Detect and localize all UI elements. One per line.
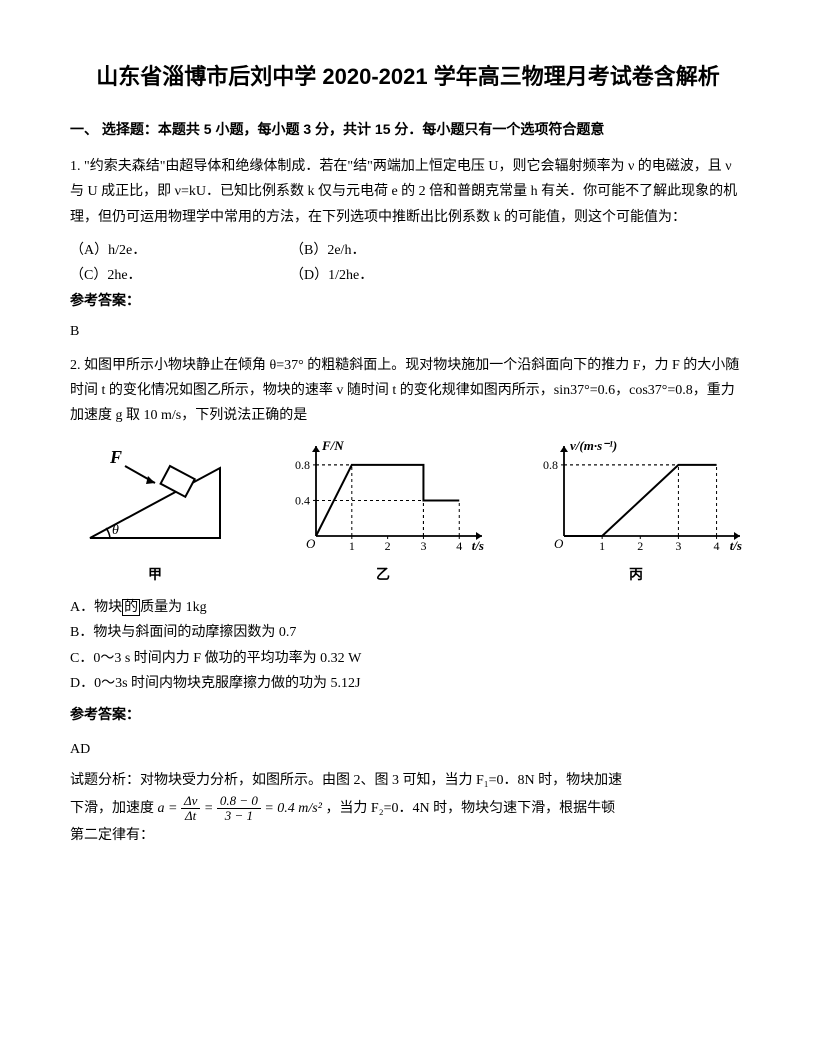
svg-text:2: 2 (637, 539, 643, 553)
q1-answer-label: 参考答案： (70, 288, 746, 313)
expl2b: ，当力 F₂=0．4N 时，物块匀速下滑，根据牛顿 (325, 801, 615, 816)
cap-a: 甲 (70, 562, 240, 587)
svg-text:t/s: t/s (472, 538, 484, 553)
q2-opt-a: A．物块的质量为 1kg (70, 595, 746, 620)
q1-answer: B (70, 319, 746, 344)
q2-opt-b: B．物块与斜面间的动摩擦因数为 0.7 (70, 620, 746, 645)
q2-figures: F θ 0.4 0.8 1 2 3 4 F/N t/s O 0.8 1 2 3 4 v/(m·s⁻¹) t/… (70, 438, 746, 558)
q1-options-row2: （C）2he． （D）1/2he． (70, 263, 746, 288)
q1-stem: 1. "约索夫森结"由超导体和绝缘体制成．若在"结"两端加上恒定电压 U，则它会… (70, 154, 746, 230)
f2d: 3 − 1 (217, 809, 261, 823)
svg-text:0.4: 0.4 (295, 494, 310, 508)
theta-label: θ (112, 523, 119, 538)
q2-opt-d: D．0～3s 时间内物块克服摩擦力做的功为 5.12J (70, 671, 746, 696)
svg-text:v/(m·s⁻¹): v/(m·s⁻¹) (570, 438, 617, 453)
q1-opt-a: （A）h/2e． (70, 238, 290, 263)
f1d: Δt (181, 809, 200, 823)
q2-fig-vt: 0.8 1 2 3 4 v/(m·s⁻¹) t/s O (526, 438, 746, 558)
svg-text:3: 3 (420, 539, 426, 553)
svg-text:4: 4 (714, 539, 720, 553)
cap-c: 丙 (526, 562, 746, 587)
cap-b: 乙 (278, 562, 488, 587)
q2-expl-line2: 下滑，加速度 a = Δv Δt = 0.8 − 0 3 − 1 = 0.4 m… (70, 794, 746, 824)
f2n: 0.8 − 0 (217, 794, 261, 809)
svg-text:0.8: 0.8 (295, 458, 310, 472)
q2-opt-c: C．0～3 s 时间内力 F 做功的平均功率为 0.32 W (70, 646, 746, 671)
expl2a: 下滑，加速度 (70, 801, 154, 816)
f-lhs: a (158, 801, 165, 816)
fig-captions: 甲 乙 丙 (70, 562, 746, 587)
q1-options: （A）h/2e． （B）2e/h． (70, 238, 746, 263)
svg-text:O: O (554, 536, 564, 551)
svg-text:O: O (306, 536, 316, 551)
svg-text:F/N: F/N (321, 438, 344, 453)
svg-text:t/s: t/s (730, 538, 742, 553)
q2-answer: AD (70, 737, 746, 762)
q1-opt-c: （C）2he． (70, 263, 290, 288)
accel-formula: a = Δv Δt = 0.8 − 0 3 − 1 = 0.4 m/s² (158, 794, 322, 824)
q1-opt-b: （B）2e/h． (290, 238, 510, 263)
section-heading: 一、 选择题：本题共 5 小题，每小题 3 分，共计 15 分．每小题只有一个选… (70, 117, 746, 142)
f-label: F (109, 447, 122, 467)
svg-text:0.8: 0.8 (543, 458, 558, 472)
q2-stem: 2. 如图甲所示小物块静止在倾角 θ=37° 的粗糙斜面上。现对物块施加一个沿斜… (70, 353, 746, 429)
svg-text:1: 1 (599, 539, 605, 553)
svg-text:4: 4 (456, 539, 462, 553)
page-title: 山东省淄博市后刘中学 2020-2021 学年高三物理月考试卷含解析 (70, 60, 746, 93)
q2-expl-line1: 试题分析：对物块受力分析，如图所示。由图 2、图 3 可知，当力 F₁=0．8N… (70, 768, 746, 793)
svg-text:3: 3 (675, 539, 681, 553)
q1-opt-d: （D）1/2he． (290, 263, 510, 288)
svg-text:1: 1 (349, 539, 355, 553)
q2-fig-incline: F θ (70, 438, 240, 558)
f-rhs: = 0.4 m/s² (264, 801, 322, 816)
q2-expl-line3: 第二定律有： (70, 823, 746, 848)
frac2: 0.8 − 0 3 − 1 (217, 794, 261, 824)
q2-fig-ft: 0.4 0.8 1 2 3 4 F/N t/s O (278, 438, 488, 558)
svg-text:2: 2 (385, 539, 391, 553)
q2-answer-label: 参考答案： (70, 702, 746, 727)
f1n: Δv (181, 794, 200, 809)
frac1: Δv Δt (181, 794, 200, 824)
